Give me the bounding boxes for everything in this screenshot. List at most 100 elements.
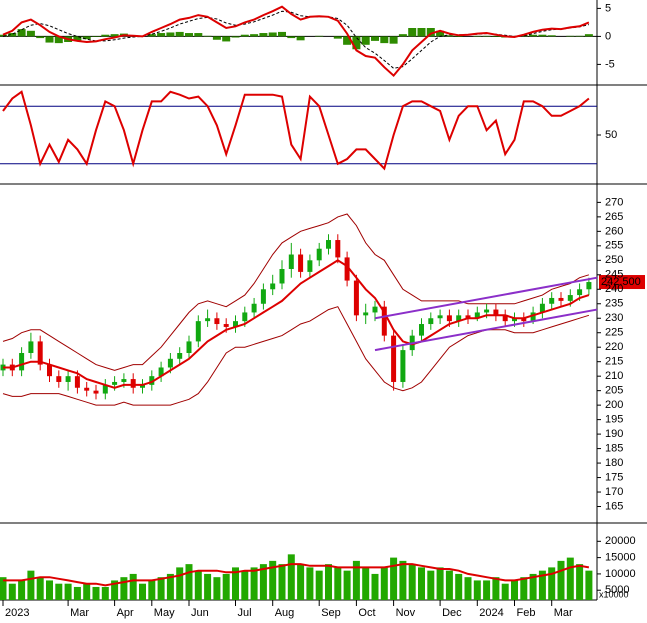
candle-body (521, 318, 527, 322)
volume-bar (297, 564, 305, 600)
y-tick-label: 0 (605, 30, 611, 42)
y-tick-label: 235 (605, 298, 623, 310)
histogram-bar (54, 36, 63, 44)
candle-body (186, 341, 192, 353)
volume-bar (380, 567, 388, 600)
volume-bar (8, 583, 16, 600)
volume-bar (222, 573, 230, 600)
candle-body (502, 315, 508, 322)
histogram-bar (566, 35, 575, 37)
y-tick-label: 255 (605, 240, 623, 252)
oscillator-line (2, 90, 590, 171)
candle-body (167, 358, 173, 368)
x-tick-label: 2023 (5, 607, 29, 619)
volume-bar (55, 583, 63, 600)
last-price-box (599, 275, 645, 290)
volume-bar (287, 554, 295, 600)
histogram-bar (222, 36, 231, 42)
volume-bar (92, 586, 100, 600)
histogram-bar (380, 36, 389, 44)
volume-bar (427, 570, 435, 600)
candle-body (465, 315, 471, 319)
volume-bar (585, 570, 593, 600)
candle-body (474, 312, 480, 319)
candle-body (539, 303, 545, 313)
y-tick-label: 180 (605, 457, 623, 469)
candle-body (28, 341, 34, 353)
y-tick-label: 20000 (605, 535, 636, 547)
candle-body (353, 280, 359, 316)
volume-bar (455, 573, 463, 600)
upper-band (2, 213, 590, 371)
y-tick-label: 220 (605, 341, 623, 353)
trendline (374, 276, 598, 320)
histogram-bar (17, 29, 26, 37)
volume-bar (464, 577, 472, 600)
histogram-bar (240, 34, 249, 37)
candle-body (149, 376, 155, 385)
histogram-bar (92, 36, 100, 37)
candle-body (493, 309, 499, 316)
volume-bar (148, 580, 156, 600)
volume-bar (399, 560, 407, 600)
histogram-bar (268, 32, 277, 37)
candle-body (121, 379, 127, 382)
last-price-label: 242.500 (601, 276, 641, 288)
candle-body (158, 367, 164, 377)
volume-bar (334, 567, 342, 600)
x-tick-label: Oct (358, 607, 375, 619)
x-tick-label: Mar (70, 607, 89, 619)
x-tick-label: Aug (275, 607, 295, 619)
candle-body (381, 306, 387, 336)
x-tick-label: Apr (117, 607, 134, 619)
histogram-bar (110, 34, 119, 37)
candle-body (260, 289, 266, 304)
candle-body (195, 321, 201, 342)
histogram-bar (584, 34, 593, 37)
histogram-bar (482, 35, 491, 37)
histogram-bar (371, 36, 379, 41)
y-tick-label: 175 (605, 471, 623, 483)
volume-bar (278, 564, 286, 600)
candle-body (437, 315, 443, 319)
candle-body (205, 318, 211, 322)
x-tick-label: Nov (396, 607, 416, 619)
y-tick-label: 190 (605, 428, 623, 440)
candle-body (279, 269, 285, 284)
histogram-bar (436, 30, 445, 37)
candle-body (177, 353, 183, 359)
histogram-bar (519, 35, 528, 37)
candle-body (428, 318, 434, 325)
y-tick-label: 170 (605, 486, 623, 498)
candle-body (140, 384, 145, 388)
y-tick-label: 260 (605, 225, 623, 237)
histogram-bar (175, 31, 184, 37)
candle-body (391, 335, 397, 382)
candle-body (400, 350, 406, 382)
volume-bar (129, 573, 137, 600)
volume-bar (176, 567, 184, 600)
histogram-bar (445, 35, 454, 37)
volume-bar (325, 564, 332, 600)
candle-body (530, 312, 536, 322)
volume-bar (73, 586, 81, 600)
candle-body (549, 297, 555, 304)
histogram-bar (212, 36, 221, 40)
histogram-bar (575, 35, 584, 37)
volume-bar (483, 580, 491, 600)
volume-bar (83, 583, 91, 600)
volume-bar (343, 570, 351, 600)
candle-body (37, 341, 43, 365)
histogram-bar (389, 36, 398, 44)
y-tick-label: -5 (605, 58, 615, 70)
histogram-bar (166, 32, 175, 37)
histogram-bar (296, 36, 305, 41)
volume-bar (232, 567, 239, 600)
histogram-bar (547, 35, 556, 37)
volume-bar (306, 567, 314, 600)
y-tick-label: 5000 (605, 584, 629, 596)
histogram-bar (352, 36, 361, 50)
histogram-bar (36, 36, 45, 39)
histogram-bar (157, 33, 166, 37)
